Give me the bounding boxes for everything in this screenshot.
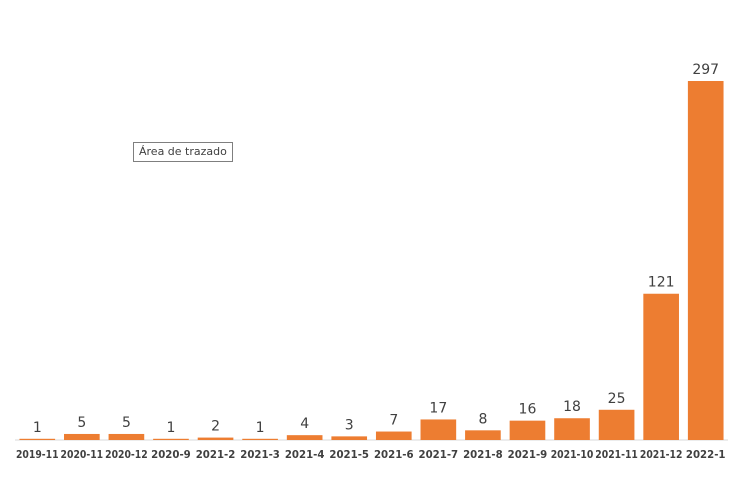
x-tick-label-2021-4: 2021-4	[285, 448, 325, 461]
bar-2021-3	[242, 438, 278, 440]
data-label-2021-4: 4	[300, 416, 309, 432]
x-tick-label-2021-12: 2021-12	[640, 448, 683, 461]
bar-2022-1	[687, 81, 724, 440]
data-label-2021-5: 3	[345, 417, 354, 433]
bar-2021-7	[420, 419, 457, 440]
x-tick-label-2021-11: 2021-11	[595, 448, 638, 461]
bar-2021-4	[286, 435, 323, 440]
x-tick-label-2021-3: 2021-3	[240, 448, 280, 461]
bar-2021-11	[598, 409, 635, 440]
bar-2020-11	[64, 433, 100, 440]
x-tick-labels-group: 2019-11 2020-11 2020-12 2020-9 2021-2 2021-3 2…	[16, 448, 726, 461]
data-label-2021-2: 2	[211, 419, 220, 435]
plot-area-tooltip: Área de trazado	[133, 142, 233, 162]
x-tick-label-2021-6: 2021-6	[374, 448, 414, 461]
x-tick-label-2021-9: 2021-9	[508, 448, 548, 461]
x-tick-label-2022-1: 2022-1	[686, 448, 726, 461]
x-tick-label-2020-12: 2020-12	[105, 448, 148, 461]
data-label-2020-12: 5	[122, 415, 131, 431]
x-tick-label-2021-7: 2021-7	[419, 448, 459, 461]
bar-2020-12	[108, 433, 145, 440]
bar-2021-2	[197, 437, 234, 440]
x-tick-label-2021-10: 2021-10	[551, 448, 594, 461]
data-label-2021-8: 8	[478, 411, 487, 427]
data-label-2022-1: 297	[692, 62, 719, 78]
data-label-2021-9: 16	[519, 402, 537, 418]
data-label-2021-3: 1	[256, 420, 265, 436]
x-tick-label-2021-5: 2021-5	[329, 448, 369, 461]
x-tick-label-2021-2: 2021-2	[196, 448, 236, 461]
x-tick-label-2020-11: 2020-11	[61, 448, 104, 461]
x-tick-label-2019-11: 2019-11	[16, 448, 59, 461]
x-tick-label-2020-9: 2020-9	[151, 448, 191, 461]
bar-2020-9	[153, 438, 189, 440]
data-label-2021-12: 121	[648, 275, 675, 291]
bar-2021-12	[643, 293, 679, 440]
bar-2021-5	[331, 436, 368, 440]
data-label-2021-10: 18	[563, 399, 581, 415]
data-label-2021-7: 17	[429, 400, 447, 416]
bar-2021-9	[509, 420, 546, 440]
bar-2021-6	[375, 431, 412, 440]
bar-2021-10	[554, 418, 590, 440]
x-tick-label-2021-8: 2021-8	[463, 448, 503, 461]
bars-group	[19, 81, 724, 440]
data-label-2021-11: 25	[608, 391, 626, 407]
data-label-2019-11: 1	[33, 420, 42, 436]
data-label-2020-11: 5	[77, 415, 86, 431]
data-label-2021-6: 7	[389, 413, 398, 429]
data-label-2020-9: 1	[167, 420, 176, 436]
bar-2021-8	[465, 430, 501, 440]
bar-2019-11	[19, 438, 56, 440]
